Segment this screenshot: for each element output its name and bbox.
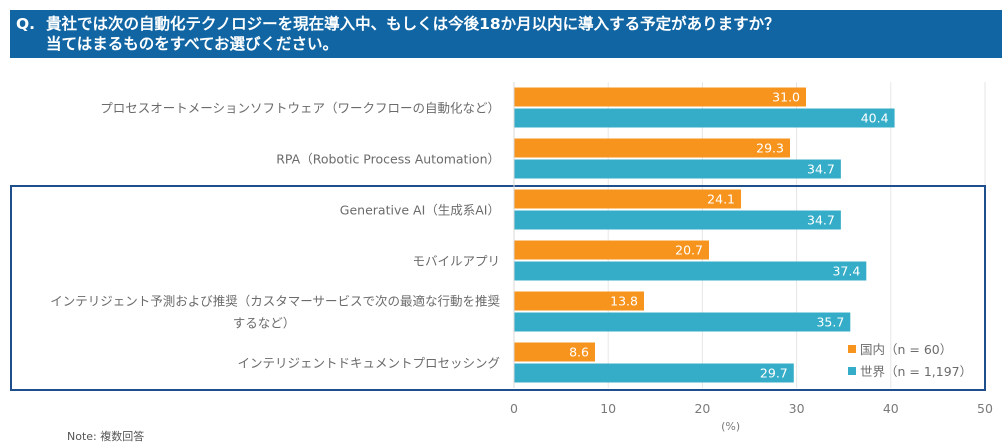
bar-global [514,108,895,128]
footnote: Note: 複数回答 [67,430,145,443]
highlight-box [10,185,986,391]
legend-label: 国内（n = 60） [860,342,952,357]
data-label: 29.3 [756,141,784,156]
bar-global [514,210,841,230]
question-text-2: 当てはまるものをすべてお選びください。 [46,35,339,53]
bar-domestic [514,189,742,209]
question-prefix: Q. [16,15,36,33]
category-label: RPA（Robotic Process Automation） [276,152,500,167]
data-label: 34.7 [807,162,835,177]
category-label: プロセスオートメーションソフトウェア（ワークフローの自動化など） [100,101,500,116]
bar-global [514,159,841,179]
legend-swatch [848,345,856,353]
data-label: 24.1 [707,192,735,207]
bar-domestic [514,240,709,260]
category-label: Generative AI（生成系AI） [340,203,500,218]
x-tick-label: 30 [789,401,805,416]
x-tick-label: 40 [883,401,899,416]
question-text-1: 貴社では次の自動化テクノロジーを現在導入中、もしくは今後18か月以内に導入する予… [46,15,780,33]
bar-domestic [514,291,644,311]
data-label: 8.6 [569,345,589,360]
x-tick-label: 50 [977,401,993,416]
bar-global [514,261,867,281]
category-label: するなど） [233,316,296,331]
category-label: インテリジェント予測および推奨（カスタマーサービスで次の最適な行動を推奨 [50,294,500,309]
x-tick-label: 10 [600,401,616,416]
bar-global [514,363,794,383]
data-label: 34.7 [807,213,835,228]
bar-global [514,312,851,332]
data-label: 31.0 [772,90,800,105]
category-label: インテリジェントドキュメントプロセッシング [237,356,500,371]
bar-domestic [514,87,807,107]
x-tick-label: 0 [510,401,518,416]
question-header: Q. 貴社では次の自動化テクノロジーを現在導入中、もしくは今後18か月以内に導入す… [10,10,1002,58]
question-line-1: Q. 貴社では次の自動化テクノロジーを現在導入中、もしくは今後18か月以内に導入す… [16,14,1002,34]
data-label: 40.4 [861,111,889,126]
legend-label: 世界（n = 1,197） [860,364,972,379]
legend-swatch [848,367,856,375]
data-label: 13.8 [610,294,638,309]
data-label: 29.7 [760,366,788,381]
bar-domestic [514,342,596,362]
category-label: モバイルアプリ [412,254,500,269]
x-axis-label: (%) [721,420,740,433]
data-label: 35.7 [816,315,844,330]
data-label: 37.4 [832,264,860,279]
data-label: 20.7 [675,243,703,258]
x-tick-label: 20 [694,401,710,416]
bar-domestic [514,138,791,158]
